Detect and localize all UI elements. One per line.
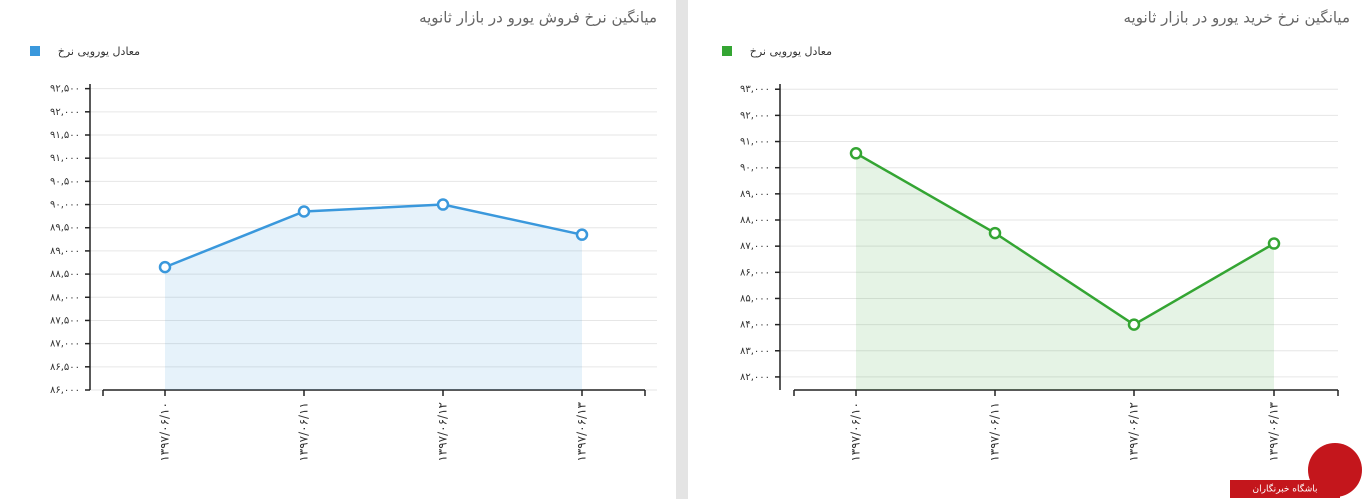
y-tick-label: ۸۵,۰۰۰ <box>740 293 770 304</box>
point <box>849 147 863 160</box>
legend-swatch <box>30 46 40 56</box>
point <box>988 226 1002 240</box>
y-tick-label: ۸۳,۰۰۰ <box>740 346 770 357</box>
line <box>164 203 583 269</box>
y-tick-label: ۹۱,۵۰۰ <box>50 130 80 141</box>
point <box>575 228 589 241</box>
y-tick-label: ۸۴,۰۰۰ <box>740 320 770 331</box>
y-tick-label: ۸۸,۰۰۰ <box>740 215 770 226</box>
x-tick-label: ۱۳۹۷/۰۶/۱۳ <box>575 401 589 461</box>
point <box>1267 237 1281 250</box>
y-tick-label: ۸۹,۰۰۰ <box>50 246 80 257</box>
point <box>1127 318 1141 331</box>
point <box>436 198 450 211</box>
point <box>158 260 172 274</box>
y-tick-label: ۹۱,۰۰۰ <box>50 153 80 164</box>
y-tick-label: ۹۰,۰۰۰ <box>740 163 770 174</box>
y-tick-label: ۹۳,۰۰۰ <box>740 84 770 95</box>
x-tick-label: ۱۳۹۷/۰۶/۱۰ <box>849 402 863 462</box>
legend-label: معادل یورویی نرخ <box>750 45 832 58</box>
line <box>855 152 1275 327</box>
x-tick-label: ۱۳۹۷/۰۶/۱۰ <box>158 402 172 462</box>
y-tick-label: ۸۷,۰۰۰ <box>50 339 80 350</box>
x-tick-label: ۱۳۹۷/۰۶/۱۱ <box>297 402 311 462</box>
watermark-logo <box>1308 443 1362 497</box>
y-tick-label: ۹۲,۵۰۰ <box>50 84 80 95</box>
y-tick-label: ۹۰,۰۰۰ <box>50 200 80 211</box>
y-tick-label: ۹۲,۰۰۰ <box>740 110 770 121</box>
legend-label: معادل یورویی نرخ <box>58 45 140 58</box>
y-tick-label: ۸۶,۰۰۰ <box>50 385 80 396</box>
point <box>297 205 311 218</box>
y-tick-label: ۸۷,۵۰۰ <box>50 315 80 326</box>
y-tick-label: ۸۲,۰۰۰ <box>740 372 770 383</box>
chart-title: میانگین نرخ فروش یورو در بازار ثانویه <box>419 9 657 27</box>
x-tick-label: ۱۳۹۷/۰۶/۱۲ <box>436 402 450 462</box>
y-tick-label: ۸۶,۰۰۰ <box>740 267 770 278</box>
x-tick-label: ۱۳۹۷/۰۶/۱۲ <box>1127 402 1141 462</box>
y-tick-label: ۸۷,۰۰۰ <box>740 241 770 252</box>
legend-swatch <box>722 46 732 56</box>
divider <box>676 0 688 499</box>
area <box>165 204 582 390</box>
y-tick-label: ۹۰,۵۰۰ <box>50 176 80 187</box>
x-tick-label: ۱۳۹۷/۰۶/۱۳ <box>1267 401 1281 461</box>
y-tick-label: ۸۹,۰۰۰ <box>740 189 770 200</box>
y-tick-label: ۸۹,۵۰۰ <box>50 223 80 234</box>
y-tick-label: ۹۱,۰۰۰ <box>740 137 770 148</box>
area <box>856 153 1274 390</box>
chart-title: میانگین نرخ خرید یورو در بازار ثانویه <box>1124 9 1351 27</box>
y-tick-label: ۸۶,۵۰۰ <box>50 362 80 373</box>
x-tick-label: ۱۳۹۷/۰۶/۱۱ <box>988 402 1002 462</box>
y-tick-label: ۸۸,۰۰۰ <box>50 292 80 303</box>
watermark-text: باشگاه خبرنگاران <box>1253 483 1318 495</box>
y-tick-label: ۸۸,۵۰۰ <box>50 269 80 280</box>
y-tick-label: ۹۲,۰۰۰ <box>50 107 80 118</box>
